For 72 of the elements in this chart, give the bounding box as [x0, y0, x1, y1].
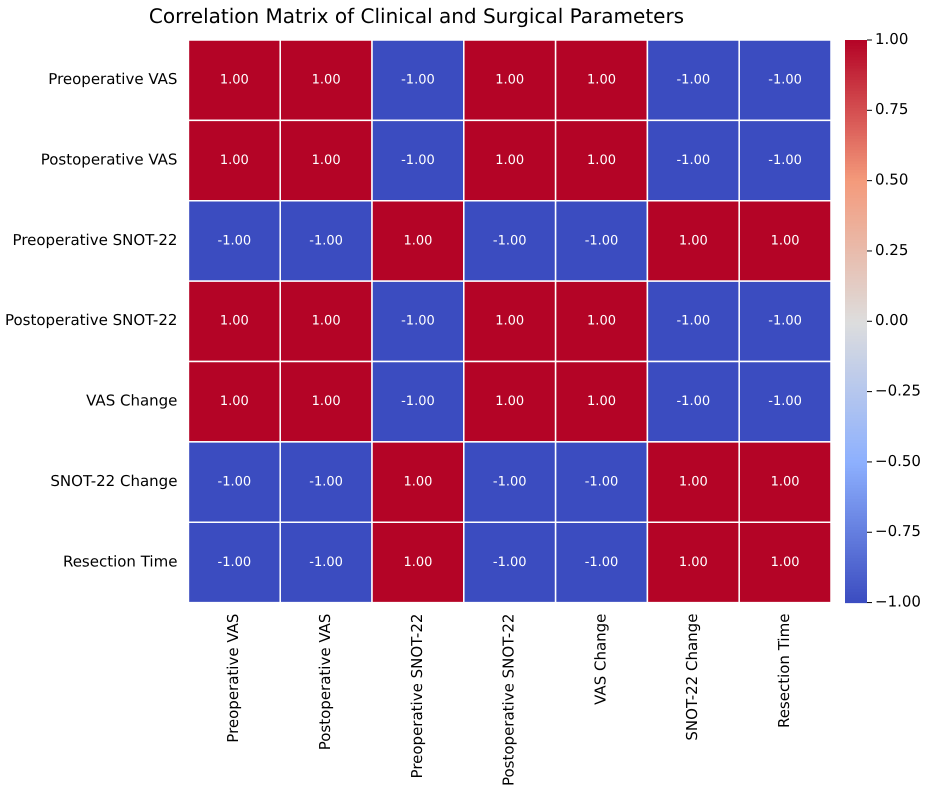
data-label: -1.00	[676, 152, 710, 168]
data-label: 1.00	[495, 394, 524, 410]
x-tick-label: Preoperative SNOT-22	[408, 614, 426, 778]
data-label: -1.00	[584, 474, 618, 490]
color-bar-label: 0.50	[875, 170, 908, 189]
data-label: -1.00	[676, 72, 710, 88]
data-label: 1.00	[495, 314, 524, 329]
data-label: 1.00	[220, 72, 249, 88]
data-label: -1.00	[401, 394, 435, 410]
x-tick-label: Resection Time	[774, 614, 793, 728]
color-bar-label: −1.00	[875, 592, 921, 610]
data-label: -1.00	[492, 474, 527, 490]
data-label: 1.00	[770, 474, 800, 490]
data-label: -1.00	[401, 72, 435, 88]
data-label: 1.00	[220, 314, 249, 329]
color-bar-label: −0.50	[875, 452, 921, 470]
x-tick-label: SNOT-22 Change	[683, 614, 702, 741]
data-label: -1.00	[492, 233, 527, 248]
data-label: 1.00	[312, 314, 341, 329]
data-label: 1.00	[312, 394, 341, 410]
x-tick-label: Postoperative SNOT-22	[500, 614, 518, 786]
data-label: 1.00	[495, 72, 524, 88]
data-label: -1.00	[676, 394, 710, 410]
data-label: -1.00	[309, 554, 343, 570]
data-label: 1.00	[312, 72, 341, 88]
data-label: 1.00	[403, 554, 432, 570]
x-tick-label: Postoperative VAS	[316, 614, 334, 750]
data-label: -1.00	[584, 233, 618, 248]
data-label: -1.00	[584, 554, 618, 570]
color-bar-label: −0.75	[875, 522, 921, 540]
color-bar-label: 0.00	[875, 311, 908, 330]
data-label: 1.00	[220, 152, 249, 168]
data-label: 1.00	[220, 394, 249, 410]
data-label: -1.00	[218, 474, 252, 490]
data-label: 1.00	[587, 394, 616, 410]
data-label: 1.00	[587, 314, 616, 329]
data-label: -1.00	[309, 474, 343, 490]
data-label: 1.00	[678, 554, 708, 570]
data-label: -1.00	[768, 152, 802, 168]
y-tick-label: Postoperative SNOT-22	[4, 311, 178, 330]
y-tick-label: SNOT-22 Change	[50, 472, 178, 490]
data-label: -1.00	[401, 152, 435, 168]
color-bar-label: 0.25	[875, 240, 908, 259]
data-label: -1.00	[768, 72, 802, 88]
data-label: 1.00	[678, 474, 708, 490]
data-label: 1.00	[678, 233, 708, 248]
data-label: 1.00	[770, 233, 800, 248]
data-label: 1.00	[495, 152, 524, 168]
y-tick-label: Preoperative VAS	[48, 70, 178, 88]
data-label: 1.00	[587, 152, 616, 168]
color-bar-label: −0.25	[875, 382, 921, 400]
y-tick-label: Resection Time	[62, 552, 178, 570]
color-bar-label: 1.00	[875, 30, 908, 48]
data-label: -1.00	[309, 233, 343, 248]
data-label: 1.00	[403, 474, 432, 490]
data-label: -1.00	[218, 554, 252, 570]
x-tick-label: VAS Change	[591, 614, 610, 705]
y-tick-label: Postoperative VAS	[40, 150, 178, 168]
data-label: -1.00	[768, 394, 802, 410]
data-label: -1.00	[676, 314, 710, 329]
color-bar-label: 0.75	[875, 100, 908, 118]
chart-title: Correlation Matrix of Clinical and Surgical Parameters	[148, 4, 684, 28]
data-label: 1.00	[587, 72, 616, 88]
data-label: 1.00	[312, 152, 341, 168]
data-label: -1.00	[218, 233, 252, 248]
data-label: 1.00	[770, 554, 800, 570]
data-label: -1.00	[401, 314, 435, 329]
y-tick-label: VAS Change	[86, 392, 178, 410]
data-label: 1.00	[403, 233, 432, 248]
y-tick-label: Preoperative SNOT-22	[12, 230, 178, 249]
data-label: -1.00	[492, 554, 527, 570]
data-label: -1.00	[768, 314, 802, 329]
